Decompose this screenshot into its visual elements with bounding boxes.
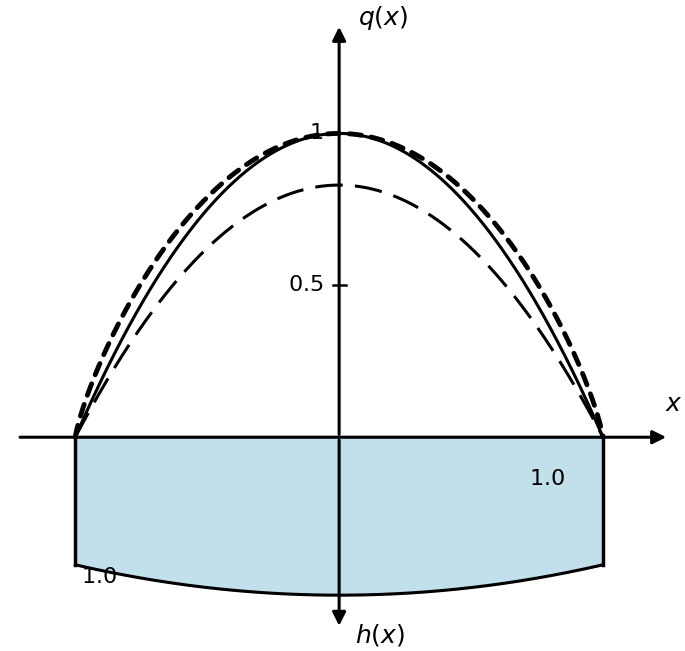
Text: $1$: $1$ <box>309 122 323 145</box>
Text: $q(x)$: $q(x)$ <box>358 4 408 32</box>
Text: $1.0$: $1.0$ <box>81 566 116 588</box>
Text: $x$: $x$ <box>665 393 683 416</box>
Text: $h(x)$: $h(x)$ <box>355 622 405 648</box>
Text: $0.5$: $0.5$ <box>288 274 323 296</box>
Text: $1.0$: $1.0$ <box>529 467 565 490</box>
